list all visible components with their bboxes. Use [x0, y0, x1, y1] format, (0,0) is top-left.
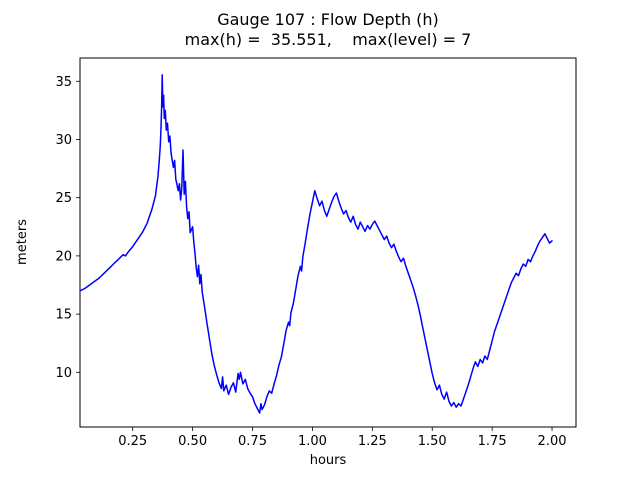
x-tick-label: 2.00 — [538, 434, 567, 449]
y-tick-label: 20 — [55, 249, 72, 264]
x-tick-label: 1.00 — [298, 434, 327, 449]
x-axis-label: hours — [310, 453, 347, 468]
x-tick-label: 1.75 — [478, 434, 507, 449]
x-tick-label: 0.50 — [178, 434, 207, 449]
x-tick-label: 1.50 — [418, 434, 447, 449]
x-tick-label: 0.75 — [238, 434, 267, 449]
y-tick-label: 30 — [55, 133, 72, 148]
y-axis-label: meters — [15, 219, 30, 265]
chart-title: Gauge 107 : Flow Depth (h) — [217, 10, 439, 29]
y-tick-label: 15 — [55, 308, 72, 323]
x-tick-label: 1.25 — [358, 434, 387, 449]
x-tick-label: 0.25 — [118, 434, 147, 449]
y-tick-label: 25 — [55, 191, 72, 206]
y-tick-label: 10 — [55, 366, 72, 381]
chart-subtitle: max(h) = 35.551, max(level) = 7 — [185, 30, 472, 49]
axes-frame — [79, 57, 577, 428]
flow-depth-line — [79, 74, 553, 414]
y-tick-label: 35 — [55, 75, 72, 90]
